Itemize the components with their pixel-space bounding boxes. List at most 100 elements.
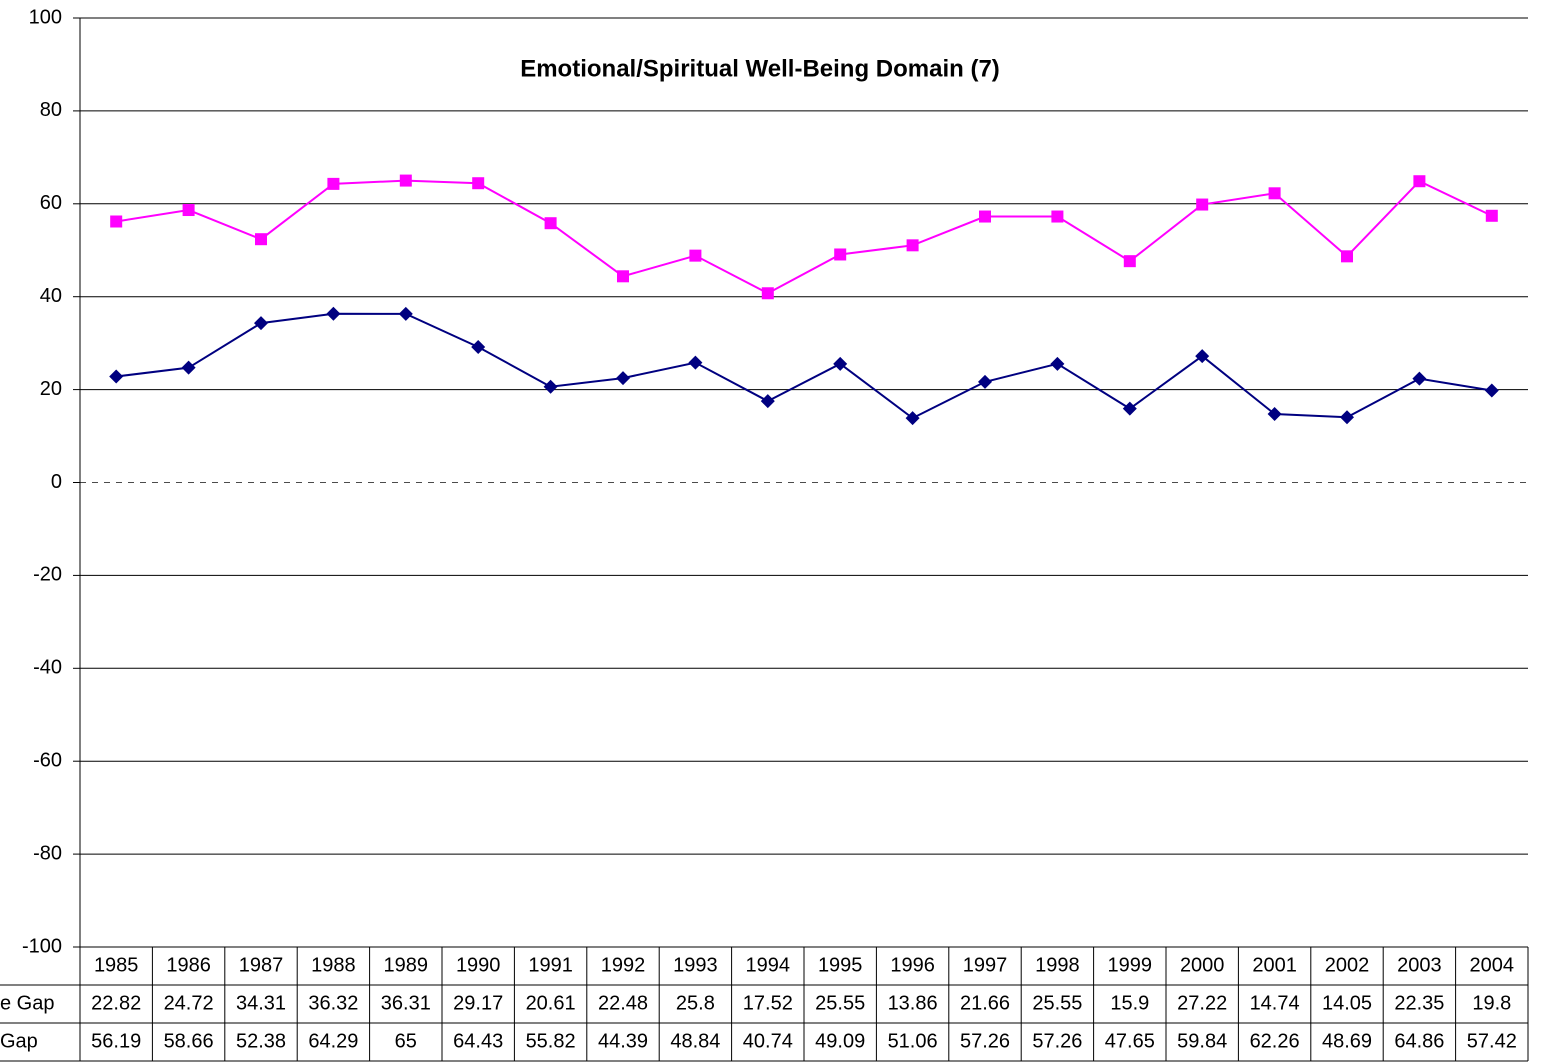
- marker: [181, 360, 196, 375]
- marker: [255, 233, 267, 246]
- table-value: 22.48: [598, 992, 648, 1014]
- marker: [1123, 255, 1136, 268]
- marker: [905, 411, 920, 426]
- marker: [834, 248, 847, 261]
- marker: [979, 210, 991, 223]
- marker: [1413, 175, 1426, 188]
- legend-label: e Gap: [0, 992, 54, 1014]
- marker: [1267, 407, 1282, 422]
- table-value: 22.35: [1394, 992, 1444, 1014]
- y-tick-label: 40: [40, 285, 62, 307]
- table-value: 56.19: [91, 1030, 141, 1052]
- marker: [906, 239, 919, 252]
- table-value: 64.86: [1394, 1030, 1444, 1052]
- x-tick-label: 1999: [1108, 954, 1153, 976]
- table-value: 49.09: [815, 1030, 865, 1052]
- x-tick-label: 2002: [1325, 954, 1370, 976]
- legend-label: Gap: [0, 1030, 38, 1052]
- table-value: 14.05: [1322, 992, 1372, 1014]
- marker: [1195, 349, 1210, 364]
- x-tick-label: 1992: [601, 954, 646, 976]
- table-value: 15.9: [1110, 992, 1149, 1014]
- table-value: 59.84: [1177, 1030, 1227, 1052]
- table-value: 65: [395, 1030, 417, 1052]
- table-value: 57.26: [960, 1030, 1010, 1052]
- table-value: 14.74: [1250, 992, 1300, 1014]
- table-value: 64.29: [308, 1030, 358, 1052]
- table-value: 34.31: [236, 992, 286, 1014]
- x-tick-label: 1993: [673, 954, 718, 976]
- table-value: 25.55: [815, 992, 865, 1014]
- y-tick-label: -80: [33, 842, 62, 864]
- marker: [544, 217, 557, 230]
- marker: [833, 356, 848, 371]
- table-value: 40.74: [743, 1030, 793, 1052]
- marker: [688, 355, 703, 370]
- x-tick-label: 1997: [963, 954, 1008, 976]
- x-tick-label: 2001: [1252, 954, 1297, 976]
- marker: [689, 249, 702, 262]
- y-tick-label: 80: [40, 99, 62, 121]
- y-tick-label: 60: [40, 192, 62, 214]
- x-tick-label: 2004: [1470, 954, 1515, 976]
- table-value: 17.52: [743, 992, 793, 1014]
- table-value: 58.66: [164, 1030, 214, 1052]
- table-value: 51.06: [888, 1030, 938, 1052]
- marker: [1412, 371, 1427, 386]
- marker: [761, 287, 774, 300]
- x-tick-label: 1998: [1035, 954, 1080, 976]
- marker: [616, 371, 630, 386]
- table-value: 25.8: [676, 992, 715, 1014]
- table-value: 47.65: [1105, 1030, 1155, 1052]
- x-tick-label: 1996: [890, 954, 935, 976]
- table-value: 24.72: [164, 992, 214, 1014]
- marker: [109, 369, 124, 384]
- table-value: 29.17: [453, 992, 503, 1014]
- table-value: 64.43: [453, 1030, 503, 1052]
- x-tick-label: 1986: [166, 954, 211, 976]
- table-value: 55.82: [526, 1030, 576, 1052]
- y-tick-label: 20: [40, 378, 62, 400]
- series-line: [116, 312, 1492, 420]
- table-value: 36.31: [381, 992, 431, 1014]
- table-value: 27.22: [1177, 992, 1227, 1014]
- x-tick-label: 1991: [528, 954, 573, 976]
- x-tick-label: 1989: [384, 954, 429, 976]
- marker: [472, 177, 485, 190]
- y-tick-label: -60: [33, 749, 62, 771]
- marker: [398, 306, 413, 321]
- y-tick-label: -40: [33, 657, 62, 679]
- x-tick-label: 1990: [456, 954, 501, 976]
- marker: [110, 215, 123, 228]
- marker: [1268, 187, 1281, 200]
- table-value: 20.61: [526, 992, 576, 1014]
- x-tick-label: 1994: [746, 954, 791, 976]
- marker: [327, 177, 340, 190]
- series-line: [116, 179, 1493, 295]
- table-value: 22.82: [91, 992, 141, 1014]
- marker: [1122, 401, 1137, 416]
- x-tick-label: 2003: [1397, 954, 1442, 976]
- marker: [1196, 198, 1209, 211]
- table-value: 62.26: [1250, 1030, 1300, 1052]
- table-value: 52.38: [236, 1030, 286, 1052]
- table-value: 48.69: [1322, 1030, 1372, 1052]
- marker: [978, 374, 992, 389]
- x-tick-label: 1987: [239, 954, 284, 976]
- marker: [617, 270, 629, 283]
- table-value: 19.8: [1472, 992, 1511, 1014]
- marker: [1484, 383, 1499, 398]
- marker: [543, 379, 558, 394]
- table-value: 57.26: [1032, 1030, 1082, 1052]
- marker: [182, 204, 195, 217]
- x-tick-label: 1988: [311, 954, 356, 976]
- marker: [326, 306, 341, 321]
- y-tick-label: 0: [51, 471, 62, 493]
- y-tick-label: -100: [22, 935, 62, 957]
- marker: [1051, 210, 1064, 223]
- table-value: 25.55: [1032, 992, 1082, 1014]
- marker: [1050, 356, 1065, 371]
- table-value: 21.66: [960, 992, 1010, 1014]
- marker: [399, 174, 412, 187]
